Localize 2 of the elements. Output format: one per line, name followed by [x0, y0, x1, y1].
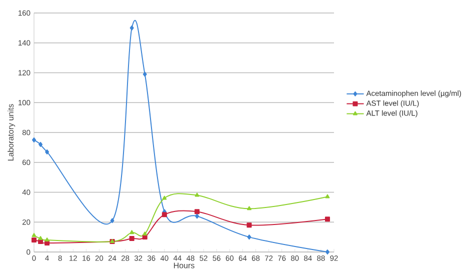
x-axis-title: Hours	[174, 262, 194, 268]
y-axis-title: Laboratory units	[8, 104, 16, 161]
